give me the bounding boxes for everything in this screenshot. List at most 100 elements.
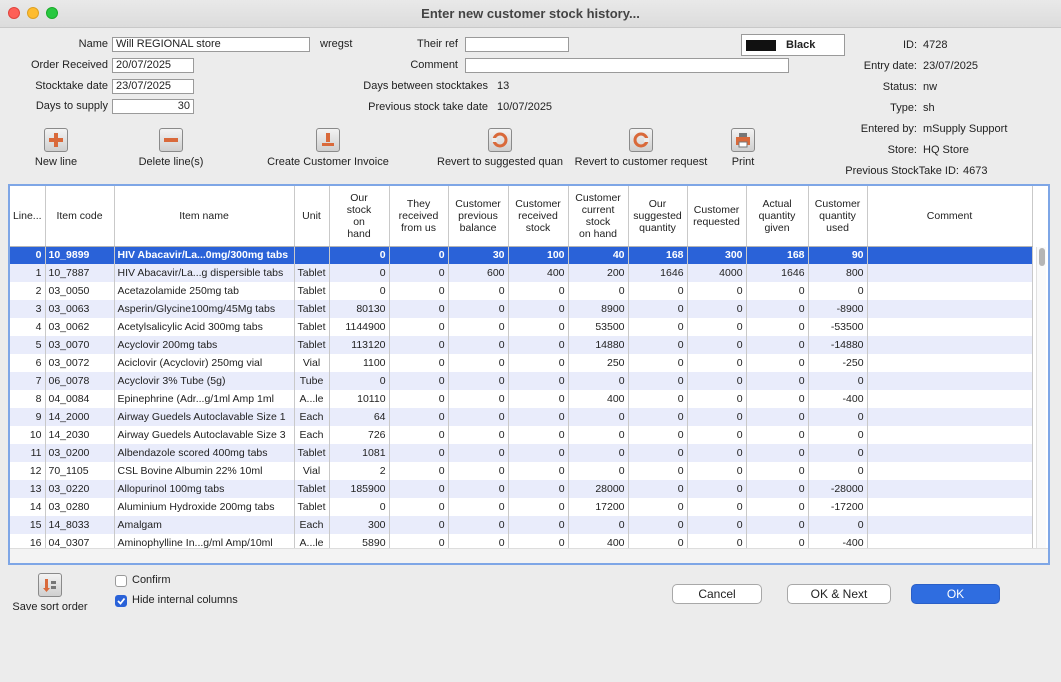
table-row[interactable]: 4 03_0062 Acetylsalicylic Acid 300mg tabs T… (10, 318, 1033, 336)
table-cell[interactable]: 0 (389, 408, 449, 426)
column-header[interactable]: Customer requested (687, 186, 747, 247)
create-customer-invoice-button[interactable]: Create Customer Invoice (266, 128, 390, 168)
table-cell[interactable]: 03_0200 (45, 444, 115, 462)
table-cell[interactable] (867, 462, 1033, 480)
table-cell[interactable]: 14 (10, 498, 46, 516)
table-cell[interactable]: 0 (508, 498, 569, 516)
table-cell[interactable]: Aciclovir (Acyclovir) 250mg vial (114, 354, 295, 372)
hide-internal-columns-checkbox[interactable] (115, 595, 127, 607)
table-row[interactable]: 9 14_2000 Airway Guedels Autoclavable Size… (10, 408, 1033, 426)
table-cell[interactable]: Each (294, 408, 330, 426)
table-cell[interactable]: Tablet (294, 498, 330, 516)
table-cell[interactable]: 0 (628, 408, 688, 426)
table-cell[interactable]: 0 (508, 282, 569, 300)
table-cell[interactable]: 17200 (568, 498, 629, 516)
table-cell[interactable]: 0 (329, 246, 390, 264)
table-cell[interactable]: 0 (687, 462, 747, 480)
table-cell[interactable] (867, 444, 1033, 462)
column-header[interactable]: Item name (114, 186, 295, 247)
table-cell[interactable]: 0 (687, 516, 747, 534)
table-cell[interactable]: 0 (389, 354, 449, 372)
horizontal-scrollbar[interactable] (10, 548, 1048, 563)
table-cell[interactable]: 0 (808, 372, 868, 390)
table-cell[interactable]: 113120 (329, 336, 390, 354)
table-cell[interactable]: 0 (448, 318, 509, 336)
table-cell[interactable]: Tablet (294, 444, 330, 462)
table-cell[interactable]: 0 (808, 516, 868, 534)
table-cell[interactable]: 0 (389, 444, 449, 462)
table-cell[interactable]: 14_2030 (45, 426, 115, 444)
table-row[interactable]: 14 03_0280 Aluminium Hydroxide 200mg tabs T… (10, 498, 1033, 516)
table-cell[interactable]: 1144900 (329, 318, 390, 336)
table-cell[interactable]: 0 (746, 516, 809, 534)
days-to-supply-field[interactable]: 30 (112, 99, 194, 114)
table-cell[interactable] (867, 498, 1033, 516)
save-sort-order-button[interactable]: Save sort order (10, 573, 90, 613)
table-cell[interactable] (867, 354, 1033, 372)
table-cell[interactable]: 0 (568, 462, 629, 480)
table-cell[interactable]: 80130 (329, 300, 390, 318)
name-field[interactable]: Will REGIONAL store (112, 37, 310, 52)
table-cell[interactable]: 0 (389, 372, 449, 390)
table-cell[interactable]: 0 (687, 498, 747, 516)
table-cell[interactable]: 0 (508, 444, 569, 462)
table-cell[interactable]: 400 (508, 264, 569, 282)
table-cell[interactable]: 0 (508, 336, 569, 354)
table-cell[interactable]: 10_7887 (45, 264, 115, 282)
table-cell[interactable]: 40 (568, 246, 629, 264)
table-cell[interactable]: Acyclovir 200mg tabs (114, 336, 295, 354)
table-row[interactable]: 3 03_0063 Asperin/Glycine100mg/45Mg tabs Ta… (10, 300, 1033, 318)
table-cell[interactable] (867, 264, 1033, 282)
table-cell[interactable]: 13 (10, 480, 46, 498)
table-cell[interactable]: Tablet (294, 300, 330, 318)
table-cell[interactable]: 0 (389, 318, 449, 336)
table-cell[interactable]: 0 (448, 282, 509, 300)
table-cell[interactable]: 0 (389, 390, 449, 408)
table-cell[interactable]: -53500 (808, 318, 868, 336)
table-cell[interactable]: 10_9899 (45, 246, 115, 264)
table-cell[interactable]: HIV Abacavir/La...0mg/300mg tabs (114, 246, 295, 264)
table-cell[interactable]: 0 (687, 318, 747, 336)
table-cell[interactable]: 400 (568, 534, 629, 552)
table-cell[interactable]: 200 (568, 264, 629, 282)
table-cell[interactable]: 0 (808, 282, 868, 300)
column-header[interactable]: Item code (45, 186, 115, 247)
table-cell[interactable] (867, 426, 1033, 444)
table-cell[interactable]: 03_0062 (45, 318, 115, 336)
table-cell[interactable]: 28000 (568, 480, 629, 498)
table-cell[interactable]: 0 (329, 264, 390, 282)
table-cell[interactable]: 0 (448, 516, 509, 534)
table-cell[interactable]: 0 (746, 462, 809, 480)
column-header[interactable]: Actual quantity given (746, 186, 809, 247)
table-cell[interactable]: 0 (508, 516, 569, 534)
table-cell[interactable]: 0 (448, 354, 509, 372)
column-header[interactable]: Line... (10, 186, 46, 247)
table-cell[interactable]: 10110 (329, 390, 390, 408)
table-cell[interactable]: 0 (448, 390, 509, 408)
table-cell[interactable]: -400 (808, 534, 868, 552)
table-cell[interactable]: -8900 (808, 300, 868, 318)
cancel-button[interactable]: Cancel (672, 584, 762, 604)
table-cell[interactable]: 185900 (329, 480, 390, 498)
table-row[interactable]: 16 04_0307 Aminophylline In...g/ml Amp/10m… (10, 534, 1033, 552)
column-header[interactable]: They received from us (389, 186, 449, 247)
table-cell[interactable]: 0 (687, 282, 747, 300)
table-cell[interactable]: 90 (808, 246, 868, 264)
table-cell[interactable]: Allopurinol 100mg tabs (114, 480, 295, 498)
table-cell[interactable]: 53500 (568, 318, 629, 336)
column-header[interactable]: Customer previous balance (448, 186, 509, 247)
table-cell[interactable] (867, 318, 1033, 336)
table-row[interactable]: 1 10_7887 HIV Abacavir/La...g dispersible … (10, 264, 1033, 282)
table-cell[interactable]: 0 (329, 282, 390, 300)
table-cell[interactable]: Airway Guedels Autoclavable Size 1 (114, 408, 295, 426)
table-cell[interactable]: 300 (687, 246, 747, 264)
confirm-checkbox[interactable] (115, 575, 127, 587)
new-line-button[interactable]: New line (26, 128, 86, 168)
table-cell[interactable]: 70_1105 (45, 462, 115, 480)
table-cell[interactable]: 14_8033 (45, 516, 115, 534)
table-cell[interactable]: 168 (628, 246, 688, 264)
zoom-window-button[interactable] (46, 7, 58, 19)
table-cell[interactable]: 0 (628, 480, 688, 498)
table-cell[interactable]: 14880 (568, 336, 629, 354)
table-cell[interactable]: 0 (687, 408, 747, 426)
